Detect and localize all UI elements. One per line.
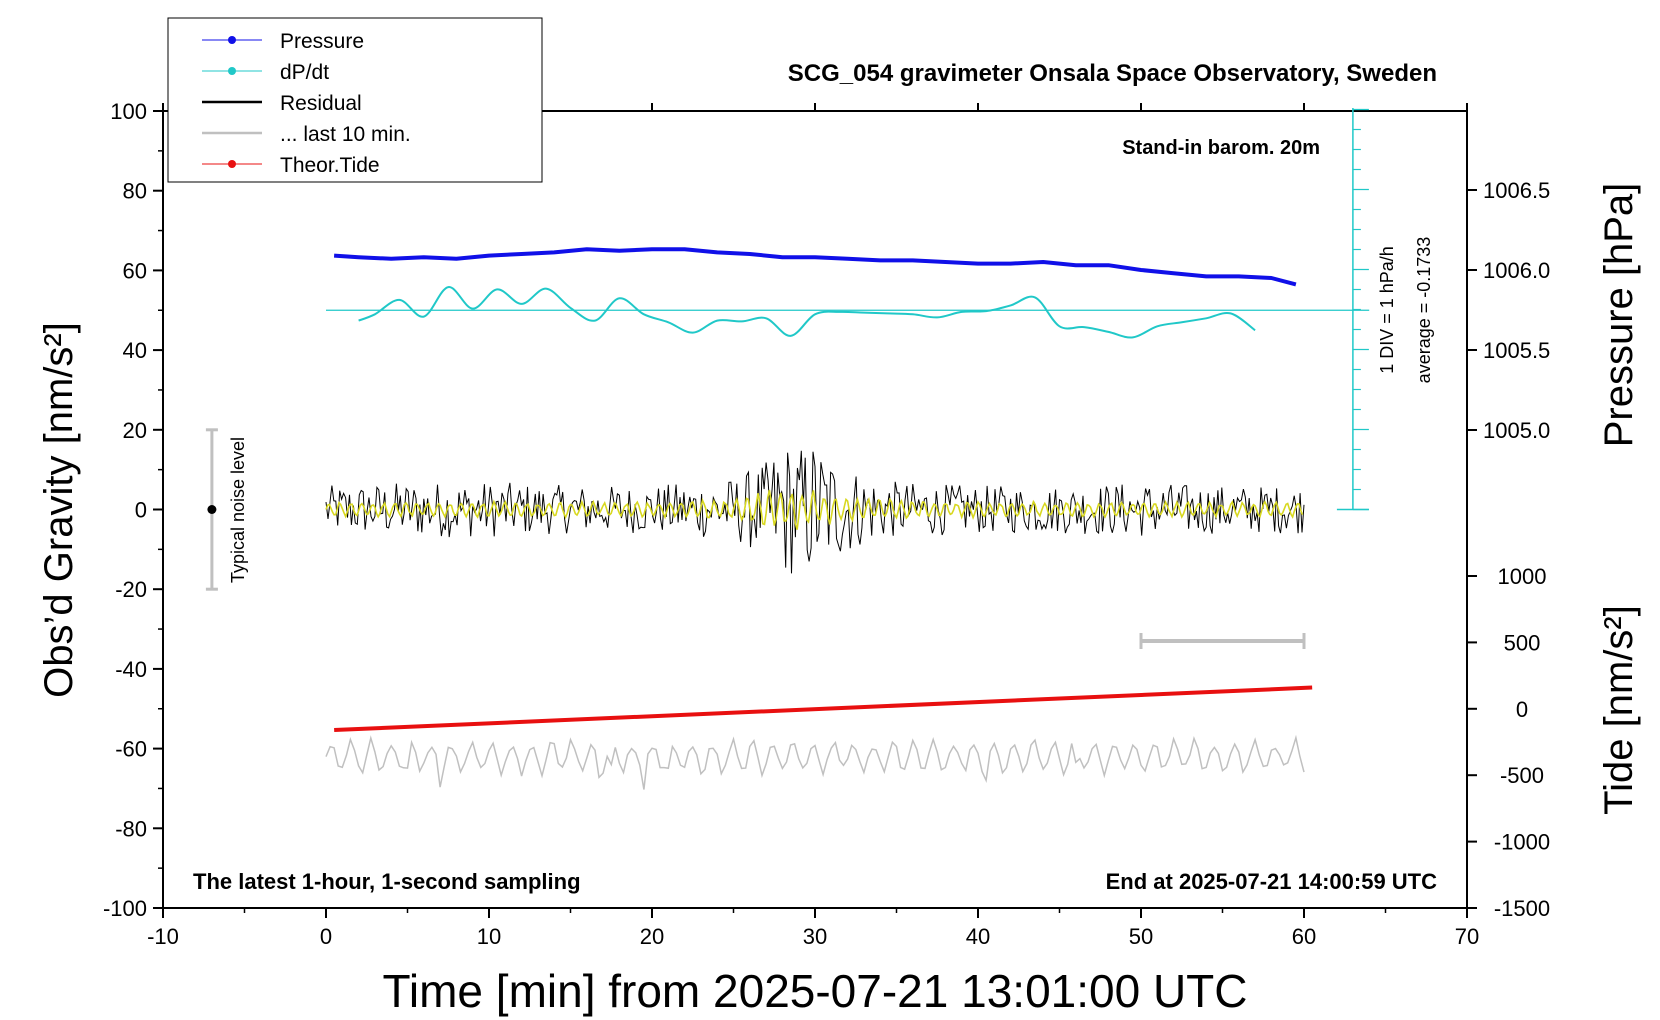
tide-tick-label: 1000 [1498, 564, 1547, 589]
tide-tick-label: 0 [1516, 697, 1528, 722]
y-tick-label: 60 [123, 258, 147, 283]
legend-label: Theor.Tide [280, 154, 380, 177]
y-tick-label: -80 [115, 816, 147, 841]
y-tick-label: 80 [123, 179, 147, 204]
x-tick-label: 30 [803, 924, 827, 949]
y-tick-label: -20 [115, 577, 147, 602]
x-tick-label: 60 [1292, 924, 1316, 949]
y-tick-label: -100 [103, 896, 147, 921]
legend-label: dP/dt [280, 61, 329, 84]
tide-tick-label: -500 [1500, 763, 1544, 788]
y-tick-label: -40 [115, 657, 147, 682]
axis-ticks: -10 0 10 20 30 40 50 60 70-100-80-60-40-20020406… [103, 99, 1550, 949]
pressure-line [333, 247, 1297, 287]
legend-marker [228, 36, 236, 44]
tide-tick-label: -1000 [1494, 830, 1550, 855]
average-note: average = -0.1733 [1414, 237, 1434, 384]
legend: Pressure dP/dt Residual ... last 10 min. The… [167, 17, 543, 183]
x-tick-label: 20 [640, 924, 664, 949]
end-note: End at 2025-07-21 14:00:59 UTC [1106, 869, 1437, 894]
noise-label: Typical noise level [228, 437, 248, 583]
filtered-residual-line [325, 489, 1304, 530]
y-tick-label: 40 [123, 338, 147, 363]
barometer-note: Stand-in barom. 20m [1122, 137, 1320, 159]
legend-label: Residual [280, 92, 362, 115]
pressure-tick-label: 1006.0 [1483, 258, 1550, 283]
x-tick-label: -10 [147, 924, 179, 949]
residual-line [325, 450, 1305, 574]
y-tick-label: 20 [123, 418, 147, 443]
x-tick-label: 40 [966, 924, 990, 949]
x-tick-label: 0 [320, 924, 332, 949]
legend-marker [228, 160, 236, 168]
legend-label: Pressure [280, 30, 364, 53]
chart-title: SCG_054 gravimeter Onsala Space Observat… [788, 60, 1437, 87]
x-tick-label: 10 [477, 924, 501, 949]
y-tick-label: 0 [135, 498, 147, 523]
tide-tick-label: -1500 [1494, 896, 1550, 921]
y-tick-label: -60 [115, 737, 147, 762]
pressure-axis-label: Pressure [hPa] [1597, 183, 1641, 448]
tide-tick-label: 500 [1504, 630, 1541, 655]
x-tick-label: 50 [1129, 924, 1153, 949]
pressure-tick-label: 1005.0 [1483, 418, 1550, 443]
sampling-note: The latest 1-hour, 1-second sampling [193, 869, 581, 894]
legend-box [167, 17, 543, 183]
tide-line [334, 685, 1313, 733]
y-tick-label: 100 [110, 99, 147, 124]
div-note: 1 DIV = 1 hPa/h [1377, 246, 1397, 374]
legend-marker [228, 67, 236, 75]
pressure-tick-label: 1005.5 [1483, 338, 1550, 363]
legend-label: ... last 10 min. [280, 123, 411, 146]
series-layer [205, 108, 1370, 790]
noise-center-dot [207, 505, 217, 514]
x-tick-label: 70 [1455, 924, 1479, 949]
pressure-tick-label: 1006.5 [1483, 178, 1550, 203]
dpdt-line [358, 286, 1256, 339]
x-axis-label: Time [min] from 2025-07-21 13:01:00 UTC [383, 965, 1248, 1017]
last10-line [325, 734, 1305, 790]
tide-axis-label: Tide [nm/s²] [1597, 605, 1641, 815]
y-axis-label: Obs’d Gravity [nm/s²] [37, 322, 81, 698]
